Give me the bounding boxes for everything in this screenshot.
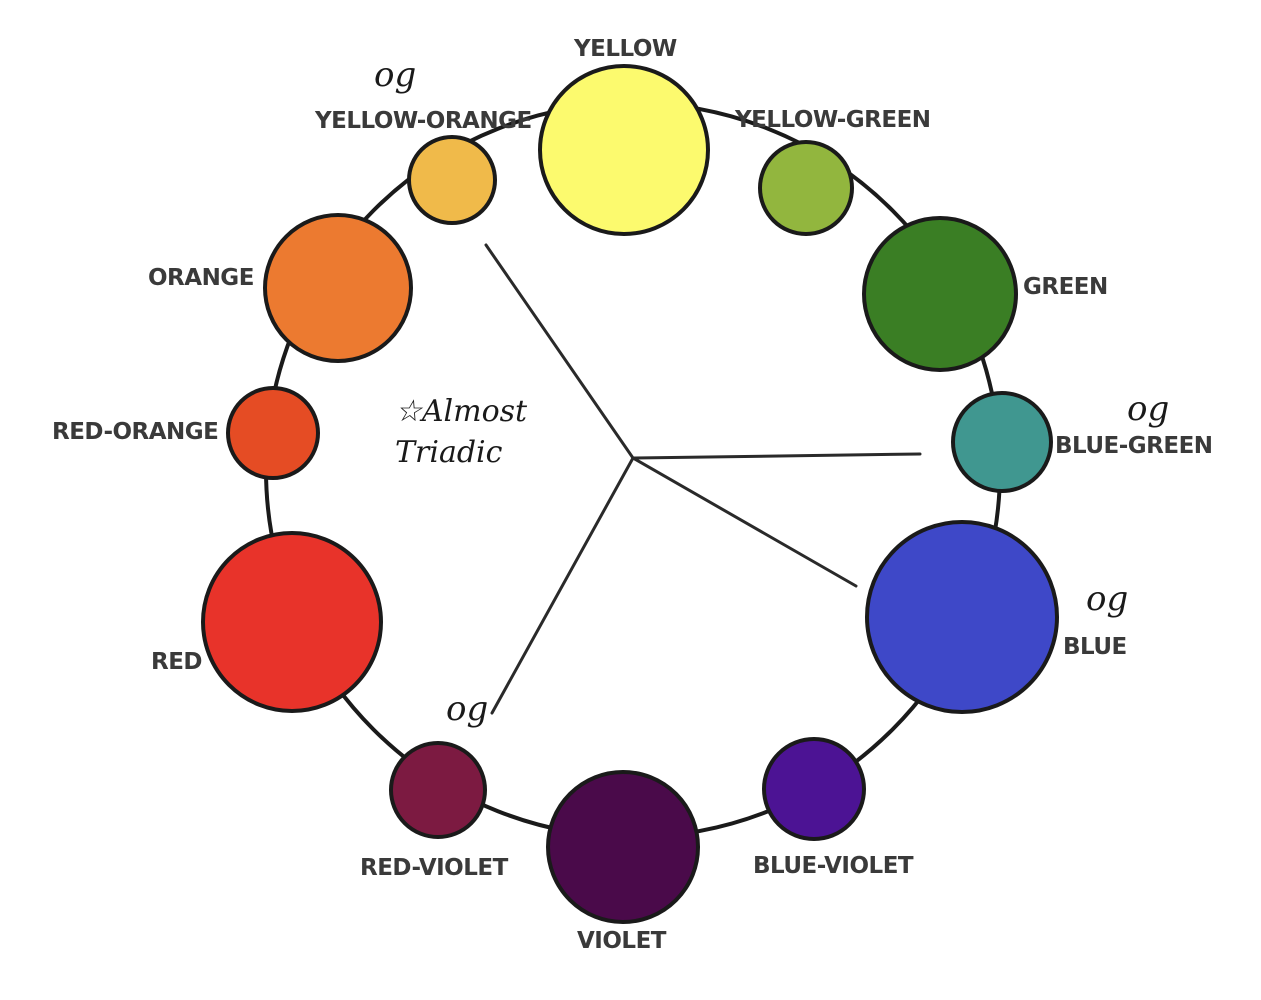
circle-red-orange — [226, 386, 320, 480]
og-mark-blue-green: og — [1127, 389, 1170, 429]
label-blue: BLUE — [1063, 634, 1127, 660]
label-red-violet: RED-VIOLET — [360, 855, 508, 881]
circle-green — [862, 216, 1018, 372]
triadic-line-blue-green — [631, 452, 922, 460]
label-green: GREEN — [1023, 274, 1108, 300]
triadic-line-yellow-orange — [484, 243, 635, 460]
label-yellow-green: YELLOW-GREEN — [735, 107, 931, 133]
circle-yellow-green — [758, 140, 854, 236]
og-mark-red-violet: og — [446, 689, 489, 729]
label-red-orange: RED-ORANGE — [52, 419, 219, 445]
label-violet: VIOLET — [577, 928, 666, 954]
circle-violet — [546, 770, 700, 924]
label-red: RED — [151, 649, 203, 675]
og-mark-blue: og — [1086, 579, 1129, 619]
circle-red — [201, 531, 383, 713]
og-mark-yellow-orange: og — [374, 55, 417, 95]
label-yellow-orange: YELLOW-ORANGE — [315, 108, 532, 134]
label-blue-violet: BLUE-VIOLET — [753, 853, 914, 879]
note-line-2: Triadic — [395, 434, 503, 470]
almost-triadic-note: ☆Almost Triadic — [395, 392, 527, 473]
circle-yellow — [538, 64, 710, 236]
circle-yellow-orange — [407, 135, 497, 225]
circle-blue-green — [951, 391, 1053, 493]
label-orange: ORANGE — [148, 265, 254, 291]
label-yellow: YELLOW — [574, 36, 677, 62]
circle-red-violet — [389, 741, 487, 839]
triadic-line-blue — [631, 456, 858, 588]
circle-orange — [263, 213, 413, 363]
triadic-line-red-violet — [490, 456, 635, 715]
label-blue-green: BLUE-GREEN — [1055, 433, 1213, 459]
circle-blue — [865, 520, 1059, 714]
triadic-lines — [484, 243, 922, 715]
note-line-1: ☆Almost — [395, 394, 528, 429]
circle-blue-violet — [762, 737, 866, 841]
